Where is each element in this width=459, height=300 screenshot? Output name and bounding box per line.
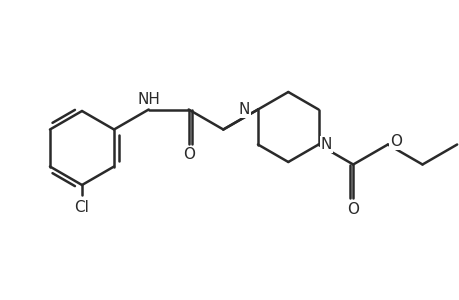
Text: NH: NH (137, 92, 160, 106)
Text: N: N (320, 137, 331, 152)
Text: Cl: Cl (74, 200, 89, 214)
Text: O: O (182, 147, 194, 162)
Text: N: N (238, 102, 249, 117)
Text: O: O (347, 202, 358, 217)
Text: O: O (389, 134, 401, 149)
